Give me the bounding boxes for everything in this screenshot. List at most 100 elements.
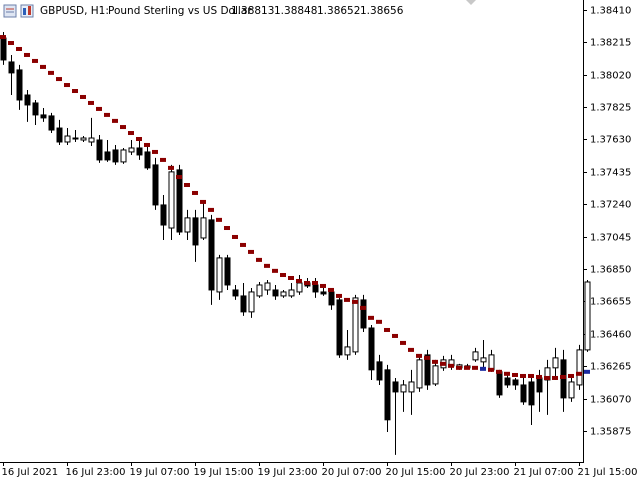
- header-low: 1.38652: [317, 5, 360, 17]
- candle-body: [168, 171, 175, 229]
- y-tick-label: 1.38215: [590, 38, 631, 49]
- candle-body: [136, 147, 143, 156]
- indicator-dash: [344, 297, 350, 302]
- indicator-dash: [232, 234, 238, 239]
- candle-body: [368, 327, 375, 371]
- candle-body: [224, 257, 231, 286]
- candle-body: [520, 384, 527, 403]
- candle-body: [296, 282, 303, 293]
- indicator-dash: [48, 70, 54, 75]
- candle-body: [256, 284, 263, 297]
- candle-body: [120, 149, 127, 163]
- candle-body: [472, 351, 479, 361]
- y-tick-label: 1.37045: [590, 233, 631, 244]
- indicator-dash: [512, 372, 518, 377]
- candle-body: [128, 147, 135, 153]
- indicator-dash: [480, 366, 486, 371]
- candle-body: [536, 377, 543, 393]
- indicator-dash: [136, 136, 142, 141]
- x-tick-label: 20 Jul 15:00: [386, 467, 446, 478]
- indicator-dash: [352, 299, 358, 304]
- x-tick-label: 19 Jul 23:00: [258, 467, 318, 478]
- indicator-dash: [536, 374, 542, 379]
- indicator-dash: [256, 257, 262, 262]
- indicator-dash: [448, 363, 454, 368]
- indicator-dash: [312, 280, 318, 285]
- candle-body: [568, 381, 575, 399]
- candle-body: [248, 291, 255, 313]
- candle-body: [320, 291, 327, 295]
- indicator-dash: [168, 165, 174, 170]
- candle-body: [32, 102, 39, 116]
- candle-body: [48, 115, 55, 131]
- candle-body: [344, 346, 351, 356]
- indicator-dash: [304, 280, 310, 285]
- candle-body: [40, 114, 47, 119]
- candle-body: [584, 281, 591, 351]
- indicator-dash: [384, 327, 390, 332]
- candle-body: [232, 289, 239, 297]
- candle-body: [512, 379, 519, 386]
- indicator-dash: [24, 52, 30, 57]
- candle-body: [24, 94, 31, 106]
- indicator-dash: [328, 287, 334, 292]
- x-tick-label: 16 Jul 2021: [2, 467, 59, 478]
- indicator-dash: [360, 305, 366, 310]
- indicator-dash: [184, 182, 190, 187]
- candle-body: [408, 381, 415, 393]
- header-close: 1.38656: [360, 5, 404, 17]
- symbol: GBPUSD, H1:: [40, 5, 109, 17]
- candle-body: [272, 289, 279, 297]
- indicator-dash: [408, 347, 414, 352]
- candle-body: [176, 169, 183, 233]
- y-tick-label: 1.36460: [590, 330, 631, 341]
- description: Pound Sterling vs US Dollar: [108, 5, 252, 17]
- y-tick-label: 1.37630: [590, 135, 631, 146]
- indicator-dash: [368, 315, 374, 320]
- indicator-dash: [192, 190, 198, 195]
- icon: [20, 4, 34, 18]
- indicator-dash: [248, 249, 254, 254]
- indicator-dash: [296, 278, 302, 283]
- candle-body: [376, 361, 383, 381]
- indicator-dash: [128, 131, 134, 136]
- candle-body: [336, 299, 343, 356]
- y-tick-label: 1.37825: [590, 103, 631, 114]
- scroll-marker: [466, 0, 476, 5]
- candle-body: [488, 354, 495, 371]
- candle-body: [160, 204, 167, 226]
- indicator-dash: [240, 242, 246, 247]
- indicator-dash: [96, 106, 102, 111]
- indicator-dash: [456, 365, 462, 370]
- candle-body: [384, 369, 391, 421]
- candle-body: [312, 284, 319, 293]
- x-tick-label: 19 Jul 15:00: [194, 467, 254, 478]
- y-tick-label: 1.36070: [590, 395, 631, 406]
- y-tick-label: 1.37435: [590, 168, 631, 179]
- candle-body: [96, 139, 103, 161]
- candle-body: [192, 217, 199, 246]
- candle-body: [432, 365, 439, 385]
- indicator-dash: [64, 83, 70, 88]
- indicator-dash: [272, 268, 278, 273]
- x-tick-label: 16 Jul 23:00: [66, 467, 126, 478]
- indicator-dash: [584, 369, 590, 374]
- candle-body: [80, 137, 87, 141]
- indicator-dash: [528, 373, 534, 378]
- candle-body: [8, 61, 15, 74]
- x-tick-label: 20 Jul 23:00: [450, 467, 510, 478]
- indicator-dash: [488, 367, 494, 372]
- candle-body: [352, 297, 359, 353]
- indicator-dash: [432, 359, 438, 364]
- indicator-dash: [288, 275, 294, 280]
- indicator-dash: [424, 355, 430, 360]
- candle-body: [104, 151, 111, 161]
- candle-body: [360, 299, 367, 329]
- icon: [3, 4, 17, 18]
- indicator-dash: [32, 58, 38, 63]
- candle-body: [56, 127, 63, 143]
- candle-body: [480, 357, 487, 363]
- candle-body: [264, 282, 271, 291]
- y-tick-label: 1.38020: [590, 71, 631, 82]
